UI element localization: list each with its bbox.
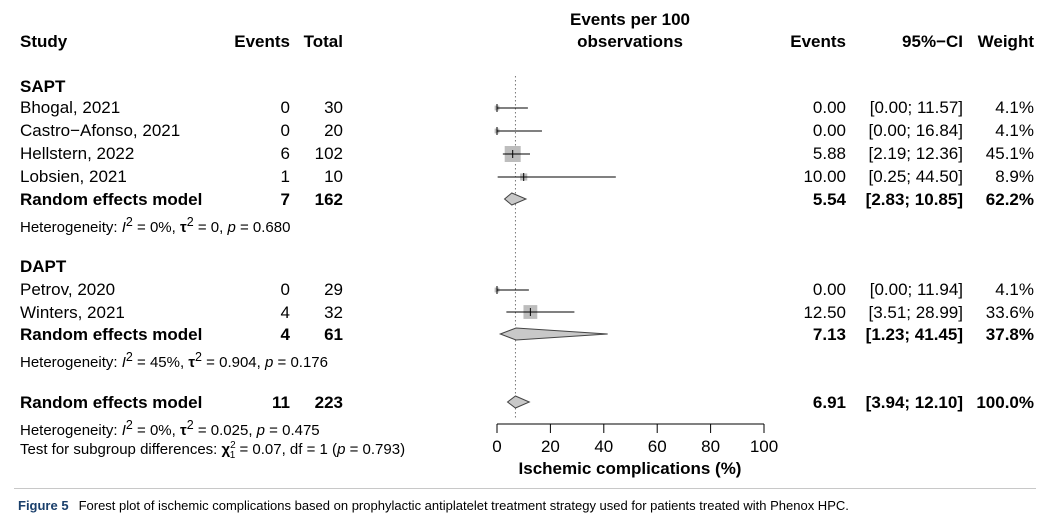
header-events: Events bbox=[234, 32, 290, 51]
study-weight: 4.1% bbox=[995, 280, 1034, 299]
heterogeneity-text: Heterogeneity: I2 = 45%, τ2 = 0.904, p =… bbox=[20, 350, 328, 371]
study-total: 32 bbox=[324, 303, 343, 322]
x-tick-label: 60 bbox=[648, 437, 667, 456]
study-ci: [0.25; 44.50] bbox=[868, 167, 963, 186]
subgroup-test-text: Test for subgroup differences: χ21 = 0.0… bbox=[20, 440, 406, 461]
overall-weight: 100.0% bbox=[976, 393, 1034, 412]
header-total: Total bbox=[303, 32, 343, 51]
study-weight: 4.1% bbox=[995, 98, 1034, 117]
study-name: Bhogal, 2021 bbox=[20, 98, 121, 117]
study-estimate: 0.00 bbox=[812, 280, 846, 299]
study-events: 0 bbox=[280, 280, 290, 299]
study-name: Hellstern, 2022 bbox=[20, 144, 135, 163]
pooled-total: 162 bbox=[314, 190, 343, 209]
pooled-weight: 62.2% bbox=[985, 190, 1034, 209]
forest-plot: 0 20 40 60 80 100 bbox=[492, 76, 778, 456]
header-ci: 95%−CI bbox=[902, 32, 963, 51]
study-estimate: 0.00 bbox=[812, 98, 846, 117]
study-total: 20 bbox=[324, 121, 343, 140]
study-weight: 8.9% bbox=[995, 167, 1034, 186]
study-events: 0 bbox=[280, 98, 290, 117]
study-estimate: 10.00 bbox=[803, 167, 846, 186]
study-name: Winters, 2021 bbox=[20, 303, 125, 322]
study-weight: 4.1% bbox=[995, 121, 1034, 140]
study-ci: [2.19; 12.36] bbox=[868, 144, 963, 163]
pooled-total: 61 bbox=[324, 325, 343, 344]
heterogeneity-text: Heterogeneity: I2 = 0%, τ2 = 0, p = 0.68… bbox=[20, 215, 291, 236]
header-plot-line1: Events per 100 bbox=[569, 10, 690, 29]
x-tick-label: 40 bbox=[594, 437, 613, 456]
pooled-label: Random effects model bbox=[20, 190, 203, 209]
study-estimate: 12.50 bbox=[803, 303, 846, 322]
x-tick-label: 0 bbox=[492, 437, 501, 456]
pooled-diamond bbox=[503, 192, 528, 206]
pooled-diamond bbox=[498, 327, 608, 341]
heterogeneity-text: Heterogeneity: I2 = 0%, τ2 = 0.025, p = … bbox=[20, 418, 320, 439]
overall-total: 223 bbox=[314, 393, 343, 412]
header-study: Study bbox=[20, 32, 68, 51]
figure-label: Figure 5 bbox=[18, 498, 69, 513]
study-events: 0 bbox=[280, 121, 290, 140]
pooled-weight: 37.8% bbox=[985, 325, 1034, 344]
pooled-diamond bbox=[506, 395, 531, 409]
header-events-right: Events bbox=[790, 32, 846, 51]
figure-caption: Figure 5 Forest plot of ischemic complica… bbox=[18, 498, 849, 513]
overall-ci: [3.94; 12.10] bbox=[865, 393, 963, 412]
study-estimate: 5.88 bbox=[812, 144, 846, 163]
caption-text: Forest plot of ischemic complications ba… bbox=[78, 498, 849, 513]
x-axis-label: Ischemic complications (%) bbox=[518, 459, 742, 478]
study-ci: [0.00; 11.94] bbox=[869, 280, 963, 299]
study-total: 102 bbox=[314, 144, 343, 163]
pooled-estimate: 5.54 bbox=[812, 190, 846, 209]
caption-divider bbox=[14, 488, 1036, 489]
study-events: 1 bbox=[280, 167, 290, 186]
pooled-events: 4 bbox=[280, 325, 290, 344]
study-total: 29 bbox=[324, 280, 343, 299]
study-ci: [3.51; 28.99] bbox=[868, 303, 963, 322]
overall-label: Random effects model bbox=[20, 393, 203, 412]
pooled-ci: [1.23; 41.45] bbox=[865, 325, 963, 344]
group-label-dapt: DAPT bbox=[20, 257, 67, 276]
x-tick-label: 20 bbox=[541, 437, 560, 456]
group-label-sapt: SAPT bbox=[20, 77, 66, 96]
study-events: 6 bbox=[280, 144, 290, 163]
study-weight: 45.1% bbox=[985, 144, 1034, 163]
header-weight: Weight bbox=[977, 32, 1034, 51]
header-plot-line2: observations bbox=[577, 32, 683, 51]
study-events: 4 bbox=[280, 303, 290, 322]
x-tick-label: 100 bbox=[750, 437, 778, 456]
study-ci: [0.00; 11.57] bbox=[869, 98, 963, 117]
study-total: 30 bbox=[324, 98, 343, 117]
overall-estimate: 6.91 bbox=[812, 393, 846, 412]
study-name: Castro−Afonso, 2021 bbox=[20, 121, 181, 140]
x-tick-label: 80 bbox=[701, 437, 720, 456]
study-name: Petrov, 2020 bbox=[20, 280, 116, 299]
study-estimate: 0.00 bbox=[812, 121, 846, 140]
pooled-label: Random effects model bbox=[20, 325, 203, 344]
study-name: Lobsien, 2021 bbox=[20, 167, 127, 186]
study-ci: [0.00; 16.84] bbox=[868, 121, 963, 140]
pooled-estimate: 7.13 bbox=[812, 325, 846, 344]
study-weight: 33.6% bbox=[985, 303, 1034, 322]
overall-events: 11 bbox=[272, 393, 290, 412]
pooled-events: 7 bbox=[280, 190, 290, 209]
pooled-ci: [2.83; 10.85] bbox=[865, 190, 963, 209]
study-total: 10 bbox=[324, 167, 343, 186]
